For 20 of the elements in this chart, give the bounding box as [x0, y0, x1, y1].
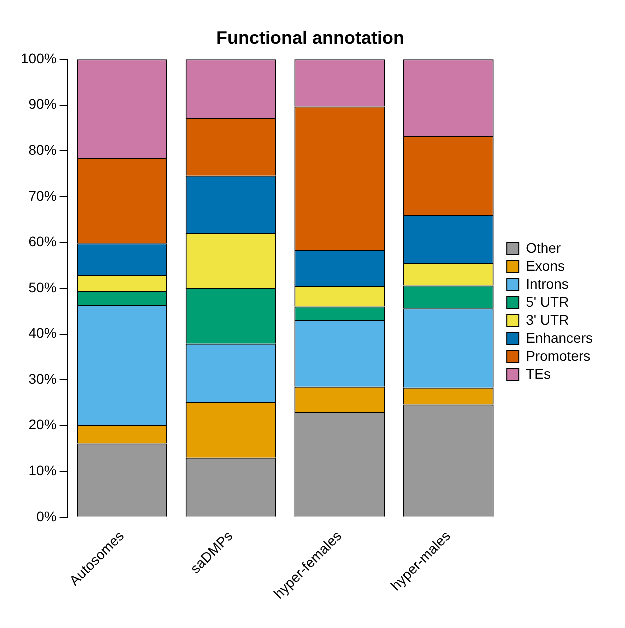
legend-label: Enhancers — [526, 330, 594, 346]
y-tick-label: 30% — [28, 370, 57, 387]
legend-label: 5' UTR — [526, 294, 570, 310]
y-tick-label: 60% — [28, 234, 57, 250]
y-tick-label: 50% — [28, 279, 57, 296]
legend-label: Introns — [526, 276, 569, 292]
legend-label: Promoters — [526, 348, 591, 364]
y-tick-label: 10% — [28, 462, 57, 478]
legend-label: Other — [526, 240, 562, 256]
y-tick-label: 90% — [28, 96, 57, 112]
chart-title: Functional annotation — [216, 28, 404, 48]
legend-label: 3' UTR — [526, 312, 570, 328]
legend-label: TEs — [526, 366, 551, 382]
legend-label: Exons — [526, 258, 565, 274]
y-tick-label: 80% — [28, 142, 57, 158]
y-tick-label: 100% — [20, 50, 57, 66]
y-tick-label: 20% — [28, 416, 57, 433]
y-tick-label: 0% — [36, 508, 57, 524]
y-tick-label: 40% — [28, 325, 57, 342]
y-tick-label: 70% — [28, 188, 57, 204]
